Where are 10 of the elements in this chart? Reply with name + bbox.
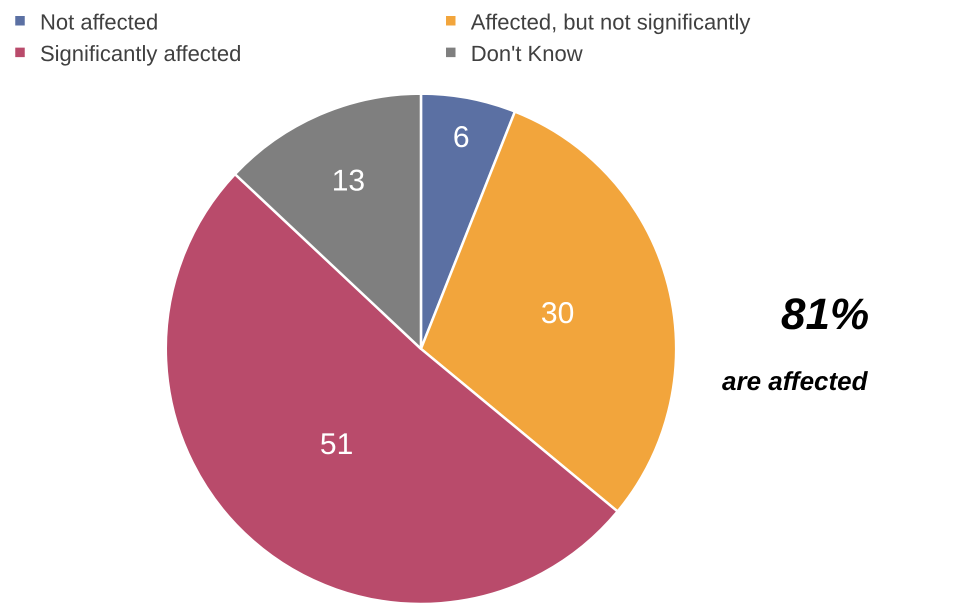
- data-label: 30: [540, 297, 574, 330]
- text: 81%: [781, 290, 870, 339]
- legend-label: Don't Know: [470, 40, 583, 66]
- data-label: 13: [332, 164, 366, 198]
- text: are affected: [722, 366, 869, 396]
- data-label: 6: [452, 121, 470, 154]
- legend-label: Affected, but not significantly: [470, 9, 750, 34]
- data-label: 51: [320, 428, 354, 462]
- legend-label: Significantly affected: [40, 40, 242, 66]
- legend-label: Not affected: [40, 9, 158, 34]
